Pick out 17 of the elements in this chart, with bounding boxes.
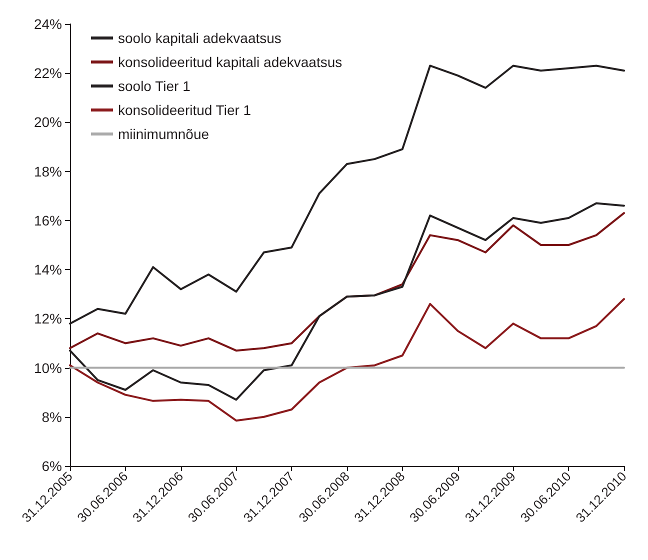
y-tick-label: 24%	[34, 16, 62, 32]
y-tick-label: 10%	[34, 360, 62, 376]
y-tick-label: 14%	[34, 262, 62, 278]
y-tick-label: 12%	[34, 310, 62, 327]
legend-label: konsolideeritud Tier 1	[118, 102, 252, 118]
legend-label: soolo Tier 1	[118, 78, 191, 94]
line-series	[69, 212, 625, 352]
y-tick-label: 16%	[34, 212, 62, 228]
y-tick-label: 8%	[42, 408, 62, 425]
legend-label: soolo kapitali adekvaatsus	[118, 30, 282, 46]
legend-label: miinimumnõue	[118, 126, 210, 142]
y-tick-label: 18%	[34, 163, 62, 180]
y-tick-label: 22%	[34, 65, 62, 82]
legend-label: konsolideeritud kapitali adekvaatsus	[118, 54, 342, 70]
y-tick-label: 6%	[42, 458, 62, 474]
line-series	[69, 298, 625, 422]
y-tick-label: 20%	[34, 114, 62, 130]
